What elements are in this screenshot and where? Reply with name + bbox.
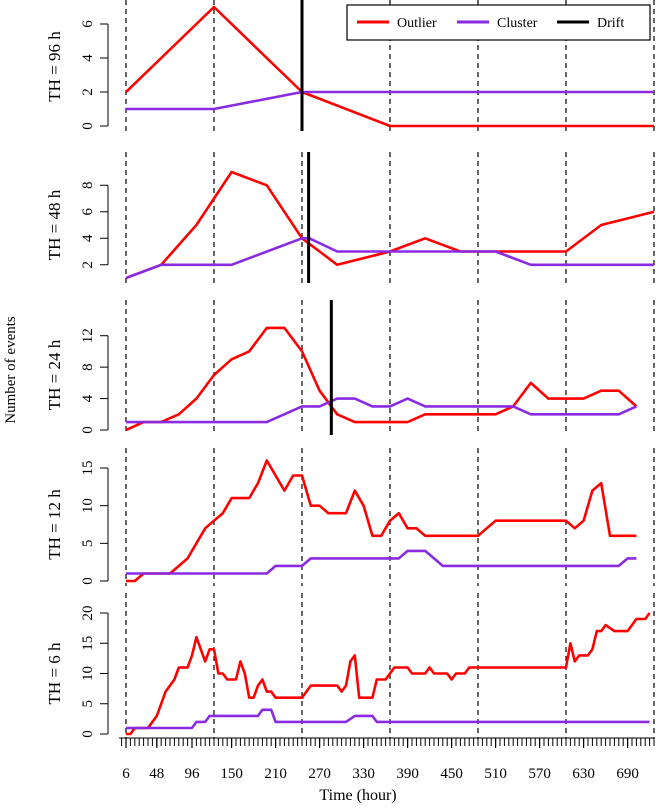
y-tick-label: 4 bbox=[80, 54, 96, 62]
x-tick-label: 690 bbox=[616, 766, 639, 782]
x-tick-label: 270 bbox=[308, 766, 331, 782]
y-tick-label: 4 bbox=[80, 234, 96, 242]
series-line-outlier bbox=[126, 326, 638, 432]
x-tick-label: 6 bbox=[122, 766, 130, 782]
x-tick-label: 630 bbox=[572, 766, 595, 782]
y-tick-label: 2 bbox=[80, 261, 96, 269]
x-tick-label: 150 bbox=[220, 766, 243, 782]
panel-label: TH = 96 h bbox=[45, 31, 64, 102]
y-tick-label: 4 bbox=[80, 394, 96, 402]
y-tick-label: 0 bbox=[80, 577, 96, 585]
x-tick-label: 330 bbox=[352, 766, 375, 782]
y-tick-label: 8 bbox=[80, 363, 96, 371]
y-tick-label: 6 bbox=[80, 208, 96, 216]
y-tick-label: 10 bbox=[80, 498, 96, 513]
x-axis-title: Time (hour) bbox=[319, 787, 396, 804]
legend-label-drift: Drift bbox=[597, 16, 624, 31]
y-axis-title: Number of events bbox=[3, 316, 19, 424]
legend-box bbox=[346, 4, 651, 41]
y-tick-label: 15 bbox=[80, 636, 96, 651]
series-line-outlier bbox=[126, 170, 655, 280]
legend-label-cluster: Cluster bbox=[497, 16, 538, 31]
panel-label: TH = 48 h bbox=[45, 189, 64, 260]
x-tick-label: 210 bbox=[264, 766, 287, 782]
y-tick-label: 5 bbox=[80, 540, 96, 548]
x-tick-label: 390 bbox=[396, 766, 419, 782]
y-tick-label: 6 bbox=[80, 20, 96, 28]
series-line-cluster bbox=[126, 237, 654, 280]
x-tick-label: 570 bbox=[528, 766, 551, 782]
series-line-cluster bbox=[126, 708, 650, 730]
y-tick-label: 20 bbox=[80, 606, 96, 621]
y-tick-label: 5 bbox=[80, 700, 96, 708]
legend: Outlier Cluster Drift bbox=[346, 4, 651, 41]
series-line-outlier bbox=[126, 612, 651, 736]
y-tick-label: 12 bbox=[80, 328, 96, 343]
x-axis-ticks: 6 48 96 150 210 270 330 390 450 510 570 630 690 bbox=[121, 738, 655, 782]
panel-3: 0 4 8 12 TH = 24 h bbox=[45, 300, 655, 435]
y-tick-label: 0 bbox=[80, 426, 96, 434]
x-tick-label: 450 bbox=[440, 766, 463, 782]
panel-5: 0 5 10 15 20 TH = 6 h bbox=[45, 593, 655, 739]
x-tick-label: 510 bbox=[484, 766, 507, 782]
y-tick-label: 15 bbox=[80, 461, 96, 476]
panel-label: TH = 24 h bbox=[45, 339, 64, 410]
chart-panels: 0 2 4 6 TH = 96 h 2 4 6 8 TH = 48 h 0 4 8 12 TH = 24 h… bbox=[45, 0, 655, 739]
panel-label: TH = 12 h bbox=[45, 489, 64, 560]
panel-4: 0 5 10 15 TH = 12 h bbox=[45, 448, 655, 586]
y-tick-label: 10 bbox=[80, 666, 96, 681]
series-line-outlier bbox=[126, 459, 637, 583]
x-tick-label: 96 bbox=[185, 766, 201, 782]
y-tick-label: 2 bbox=[80, 88, 96, 96]
x-axis: 6 48 96 150 210 270 330 390 450 510 570 630 690 Time… bbox=[119, 737, 655, 804]
y-tick-label: 0 bbox=[80, 122, 96, 130]
y-tick-label: 0 bbox=[80, 730, 96, 738]
series-line-cluster bbox=[126, 397, 637, 424]
series-line-cluster bbox=[126, 90, 654, 111]
panel-label: TH = 6 h bbox=[45, 642, 64, 704]
series-line-cluster bbox=[126, 549, 637, 575]
legend-label-outlier: Outlier bbox=[397, 16, 437, 31]
x-tick-label: 48 bbox=[149, 766, 164, 782]
panel-2: 2 4 6 8 TH = 48 h bbox=[45, 152, 655, 283]
y-tick-label: 8 bbox=[80, 182, 96, 190]
